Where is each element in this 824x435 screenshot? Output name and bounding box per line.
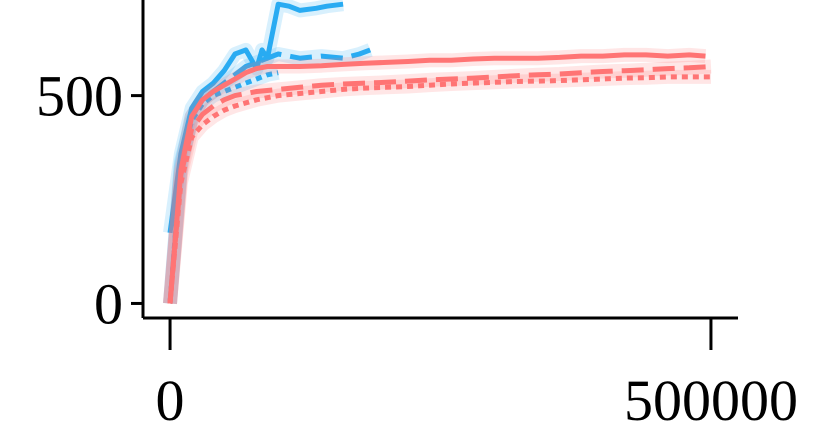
x-tick-label: 0 xyxy=(156,368,185,433)
series-6-line xyxy=(167,74,711,304)
x-tick-label: 500000 xyxy=(624,368,798,433)
series-6-band xyxy=(163,69,711,305)
tick-layer: 0 500 0 500000 xyxy=(36,64,798,433)
y-tick-label: 500 xyxy=(36,64,123,129)
series-4-line xyxy=(167,52,706,304)
series-5-line xyxy=(167,64,712,304)
series-layer xyxy=(163,0,712,305)
y-tick-label: 0 xyxy=(94,271,123,336)
